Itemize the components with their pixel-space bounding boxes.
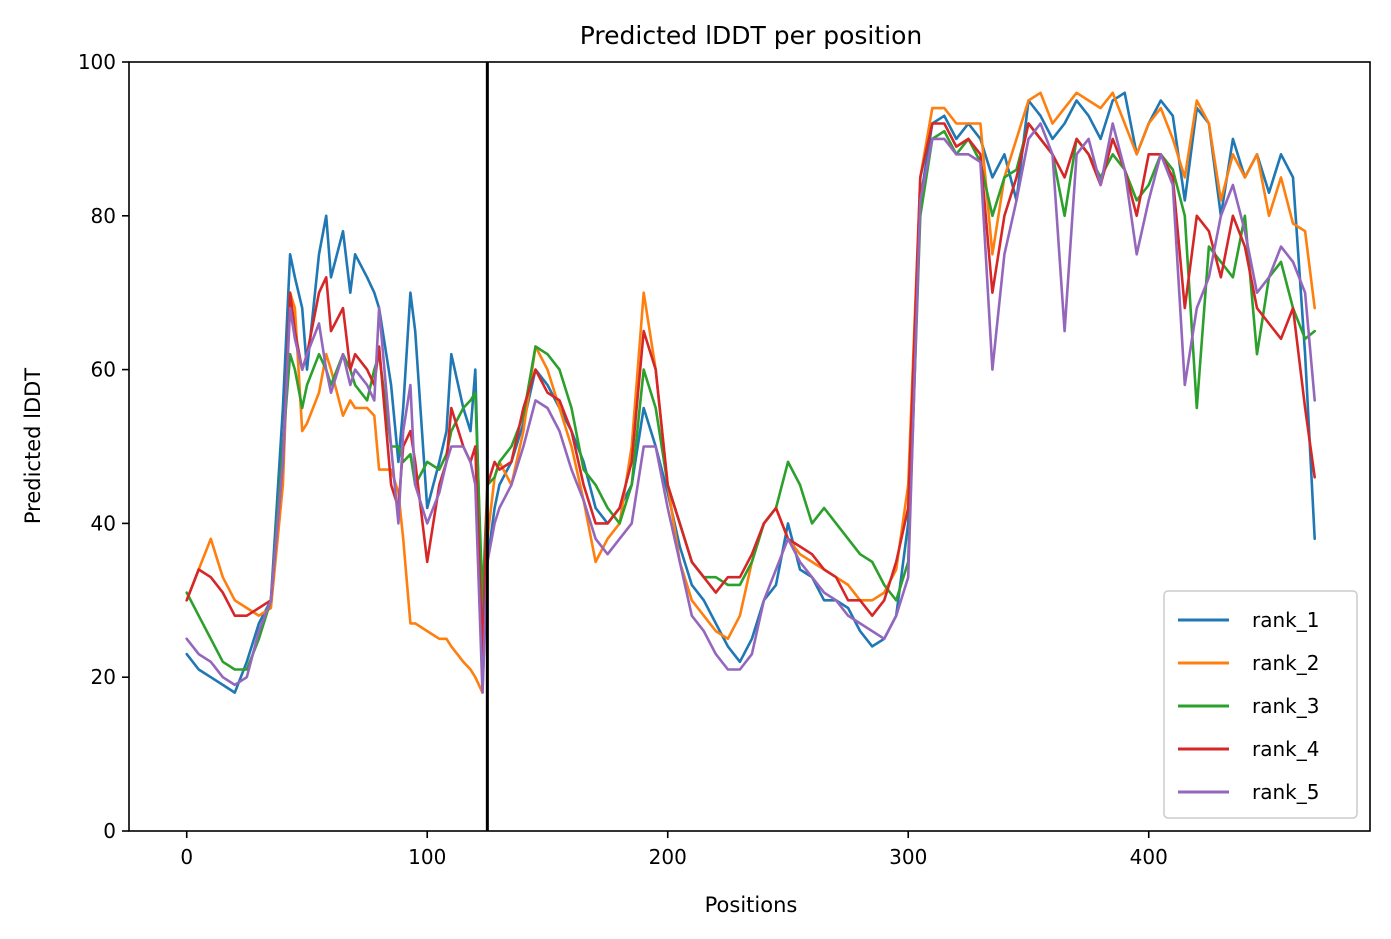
y-tick-label: 0 [103, 819, 116, 843]
legend: rank_1 rank_2 rank_3 rank_4 rank_5 [1163, 590, 1358, 819]
x-tick-label: 400 [1130, 845, 1168, 869]
y-tick-label: 100 [78, 50, 116, 74]
series-layer [185, 91, 1316, 694]
y-axis: 0 20 40 60 80 100 [78, 50, 129, 843]
legend-label-rank_5: rank_5 [1252, 780, 1319, 804]
legend-label-rank_2: rank_2 [1252, 651, 1319, 675]
x-axis: 0 100 200 300 400 [180, 831, 1168, 869]
y-tick-label: 40 [91, 511, 116, 535]
x-tick-label: 200 [649, 845, 687, 869]
y-tick-label: 60 [91, 358, 116, 382]
y-tick-label: 80 [91, 204, 116, 228]
y-tick-label: 20 [91, 665, 116, 689]
y-axis-label: Predicted lDDT [21, 368, 45, 524]
x-axis-label: Positions [705, 893, 798, 917]
x-tick-label: 100 [408, 845, 446, 869]
legend-label-rank_4: rank_4 [1252, 737, 1319, 761]
legend-label-rank_1: rank_1 [1252, 608, 1319, 632]
series-line-rank_3 [185, 122, 1316, 671]
plot-frame [128, 61, 1371, 832]
series-line-rank_5 [185, 122, 1316, 694]
series-line-rank_4 [185, 122, 1316, 664]
x-tick-label: 0 [180, 845, 193, 869]
legend-label-rank_3: rank_3 [1252, 694, 1319, 718]
legend-frame [1163, 590, 1358, 819]
series-line-rank_2 [185, 91, 1316, 694]
x-tick-label: 300 [889, 845, 927, 869]
chart-title: Predicted lDDT per position [580, 21, 922, 50]
series-line-rank_1 [185, 91, 1316, 694]
